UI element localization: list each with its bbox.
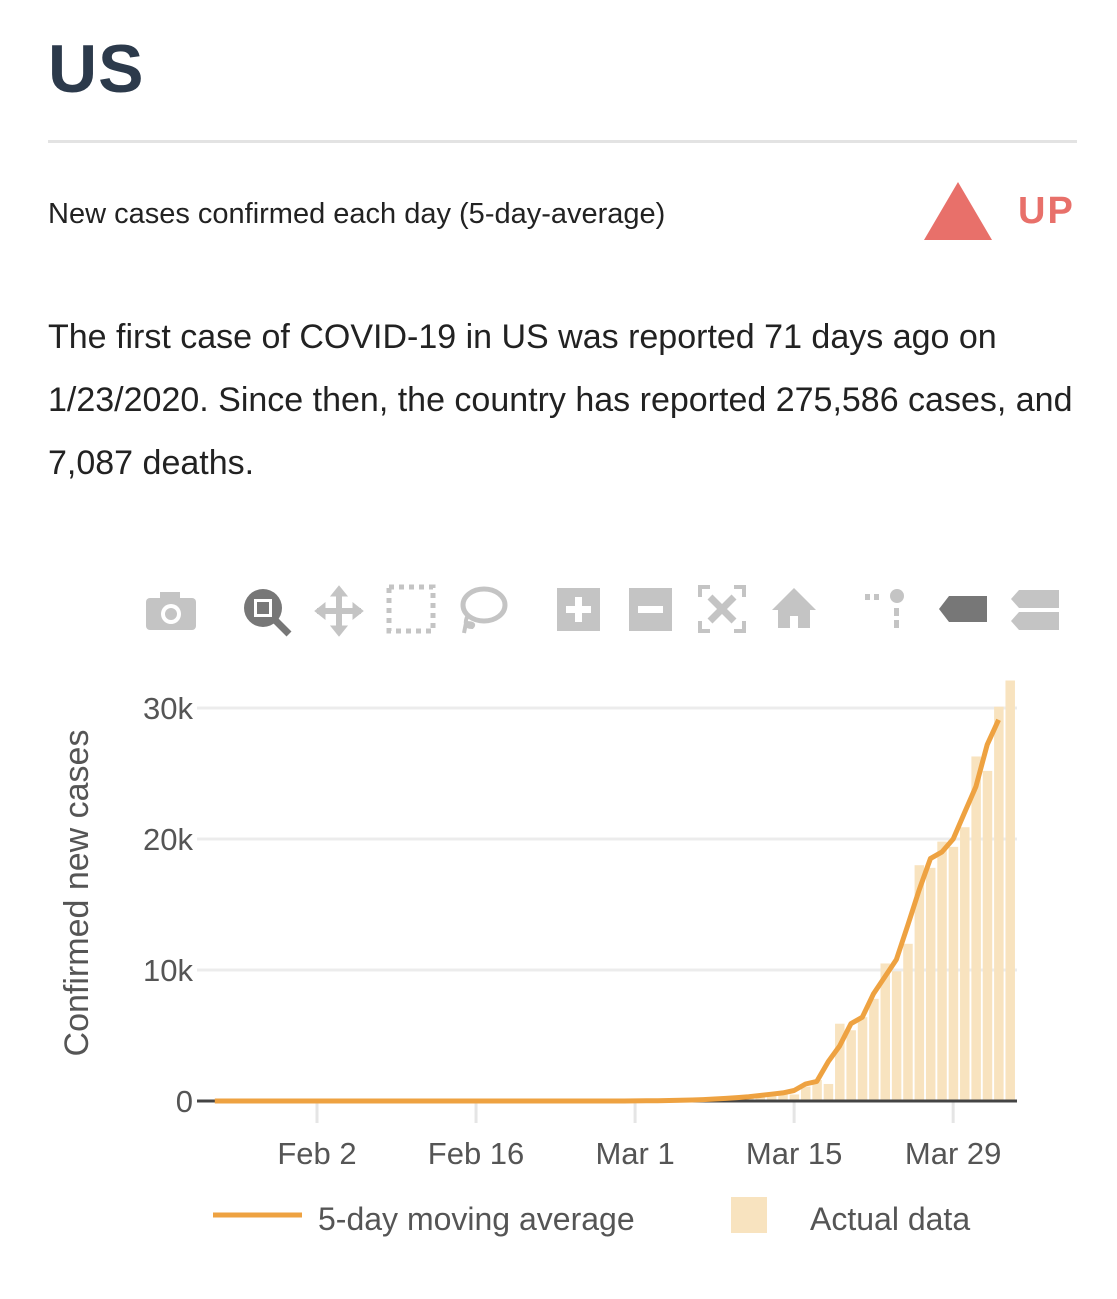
gridlines: [197, 706, 1017, 1123]
bar: [766, 1093, 777, 1101]
hover-compare-icon[interactable]: [1011, 590, 1059, 630]
bar: [971, 756, 981, 1101]
bar: [937, 841, 947, 1101]
bar: [789, 1094, 800, 1101]
bar: [994, 706, 1004, 1101]
legend-label-actual: Actual data: [810, 1201, 970, 1237]
bar: [755, 1095, 766, 1101]
reset-axes-icon[interactable]: [772, 588, 816, 628]
legend-label-average: 5-day moving average: [318, 1201, 635, 1237]
bar: [823, 1083, 834, 1101]
y-tick-label: 0: [176, 1084, 193, 1119]
bar: [778, 1091, 788, 1101]
x-tick-label: Mar 15: [746, 1136, 842, 1171]
trend-indicator: UP: [924, 182, 1075, 240]
modebar: [146, 584, 1059, 637]
box-select-icon[interactable]: [386, 584, 436, 634]
camera-icon[interactable]: [146, 592, 196, 630]
bar: [800, 1086, 811, 1101]
bar: [960, 827, 970, 1101]
divider: [48, 140, 1077, 143]
lasso-select-icon[interactable]: [460, 586, 508, 634]
line-series: [214, 718, 1001, 1104]
x-tick-label: Feb 2: [277, 1136, 356, 1171]
trend-label: UP: [1018, 189, 1075, 232]
bar: [812, 1080, 822, 1101]
chart-subtitle: New cases confirmed each day (5-day-aver…: [48, 198, 666, 230]
bar: [903, 943, 913, 1101]
bar: [1005, 680, 1015, 1101]
bar: [869, 998, 879, 1101]
triangle-up-icon: [924, 182, 992, 240]
pan-icon[interactable]: [314, 585, 364, 637]
zoom-icon[interactable]: [244, 589, 292, 637]
hover-closest-icon[interactable]: [939, 596, 987, 622]
x-tick-label: Mar 1: [595, 1136, 674, 1171]
y-tick-label: 20k: [143, 822, 193, 857]
y-tick-label: 10k: [143, 953, 193, 988]
x-tick-label: Mar 29: [905, 1136, 1001, 1171]
zoom-out-icon[interactable]: [629, 588, 672, 631]
bar: [880, 963, 890, 1101]
bar: [891, 971, 902, 1101]
bar: [925, 867, 936, 1101]
x-axis: Feb 2 Feb 16 Mar 1 Mar 15 Mar 29: [197, 1099, 1017, 1171]
moving-average-line: [214, 718, 1001, 1104]
bar: [835, 1023, 845, 1101]
legend: 5-day moving average Actual data: [213, 1197, 970, 1237]
x-tick-label: Feb 16: [428, 1136, 525, 1171]
spike-lines-icon[interactable]: [865, 589, 904, 628]
zoom-in-icon[interactable]: [557, 588, 600, 631]
y-axis: 0 10k 20k 30k: [143, 691, 193, 1119]
y-tick-label: 30k: [143, 691, 193, 726]
bar: [857, 1017, 868, 1101]
y-axis-title: Confirmed new cases: [58, 730, 96, 1057]
bar: [948, 846, 959, 1101]
bar: [846, 1030, 856, 1101]
chart: Feb 2 Feb 16 Mar 1 Mar 15 Mar 29 010k20k30k …: [58, 584, 1059, 1237]
bar-series: [198, 680, 1015, 1101]
page-title: US: [48, 31, 145, 107]
legend-bar-swatch: [731, 1197, 767, 1233]
autoscale-icon[interactable]: [698, 585, 746, 633]
bar: [982, 770, 993, 1101]
summary-text: The first case of COVID-19 in US was rep…: [48, 318, 1073, 482]
bar: [914, 865, 925, 1101]
